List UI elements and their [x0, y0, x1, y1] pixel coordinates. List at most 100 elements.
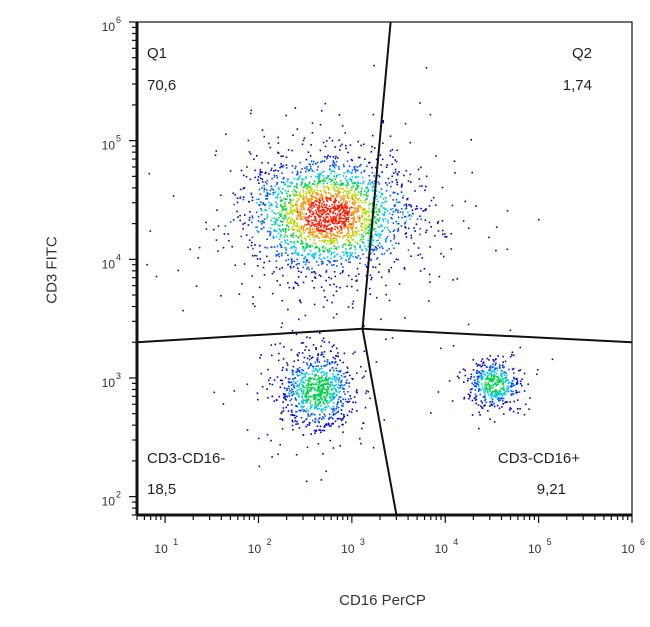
data-point — [357, 185, 360, 188]
data-point — [324, 234, 327, 237]
data-point — [371, 181, 374, 183]
data-point — [475, 205, 477, 207]
data-point — [291, 171, 294, 174]
data-point — [551, 358, 554, 361]
data-point — [481, 370, 484, 372]
data-point — [324, 195, 327, 198]
data-point — [382, 120, 384, 122]
data-point — [377, 209, 380, 211]
data-point — [492, 390, 495, 393]
data-point — [496, 379, 498, 382]
data-point — [287, 149, 290, 151]
data-point — [506, 248, 509, 251]
data-point — [323, 218, 326, 220]
data-point — [348, 200, 351, 203]
data-point — [496, 381, 499, 384]
data-point — [350, 244, 353, 247]
data-point — [536, 369, 539, 371]
data-point — [259, 174, 262, 176]
data-point — [372, 239, 375, 242]
data-point — [481, 406, 483, 409]
data-point — [362, 182, 364, 185]
data-point — [392, 222, 395, 224]
data-point — [340, 379, 343, 382]
data-point — [286, 369, 288, 371]
data-point — [331, 203, 333, 206]
data-point — [335, 155, 337, 158]
data-point — [241, 282, 243, 285]
data-point — [296, 208, 299, 211]
data-point — [308, 163, 311, 165]
data-point — [307, 410, 310, 412]
data-point — [335, 176, 338, 179]
data-point — [321, 199, 324, 201]
data-point — [377, 200, 379, 203]
data-point — [247, 224, 250, 226]
data-point — [501, 388, 504, 390]
data-point — [329, 180, 332, 183]
data-point — [363, 209, 366, 211]
data-point — [323, 425, 326, 427]
data-point — [321, 239, 324, 242]
data-point — [337, 398, 340, 401]
data-point — [394, 204, 396, 206]
data-point — [479, 414, 481, 416]
data-point — [281, 369, 284, 371]
data-point — [335, 160, 338, 163]
data-point — [267, 368, 269, 371]
data-point — [251, 199, 254, 202]
data-point — [341, 237, 344, 239]
data-point — [330, 234, 332, 236]
data-point — [391, 244, 394, 246]
data-point — [298, 352, 300, 354]
data-point — [367, 204, 370, 207]
data-point — [362, 238, 365, 240]
data-point — [264, 181, 267, 183]
data-point — [347, 240, 349, 243]
data-point — [301, 402, 303, 404]
data-point — [351, 252, 353, 254]
data-point — [430, 226, 432, 228]
data-point — [305, 418, 307, 421]
data-point — [332, 161, 334, 164]
data-point — [322, 371, 325, 373]
data-point — [373, 180, 376, 182]
data-point — [375, 207, 377, 210]
data-point — [297, 276, 300, 278]
data-point — [490, 396, 492, 399]
data-point — [332, 156, 335, 158]
data-point — [486, 388, 488, 391]
data-point — [329, 392, 332, 395]
data-point — [403, 268, 406, 270]
data-point — [318, 205, 321, 207]
data-point — [477, 404, 480, 406]
data-point — [296, 240, 299, 243]
data-point — [303, 215, 305, 218]
data-point — [384, 197, 387, 199]
data-point — [293, 385, 295, 387]
data-point — [341, 202, 343, 205]
data-point — [311, 227, 314, 230]
data-point — [304, 314, 307, 317]
data-point — [259, 244, 261, 247]
data-point — [343, 384, 346, 386]
data-point — [370, 278, 372, 281]
data-point — [281, 224, 284, 226]
data-point — [316, 371, 319, 373]
data-point — [366, 256, 368, 259]
data-point — [523, 413, 526, 416]
data-point — [405, 232, 408, 234]
data-point — [397, 174, 399, 176]
data-point — [296, 170, 299, 173]
data-point — [280, 155, 282, 158]
data-point — [325, 423, 327, 426]
data-point — [527, 383, 529, 385]
data-point — [395, 179, 398, 181]
data-point — [249, 211, 251, 213]
data-point — [384, 227, 386, 229]
data-point — [344, 177, 347, 180]
data-point — [369, 397, 371, 400]
data-point — [290, 266, 292, 269]
data-point — [489, 390, 491, 393]
data-point — [273, 271, 275, 273]
